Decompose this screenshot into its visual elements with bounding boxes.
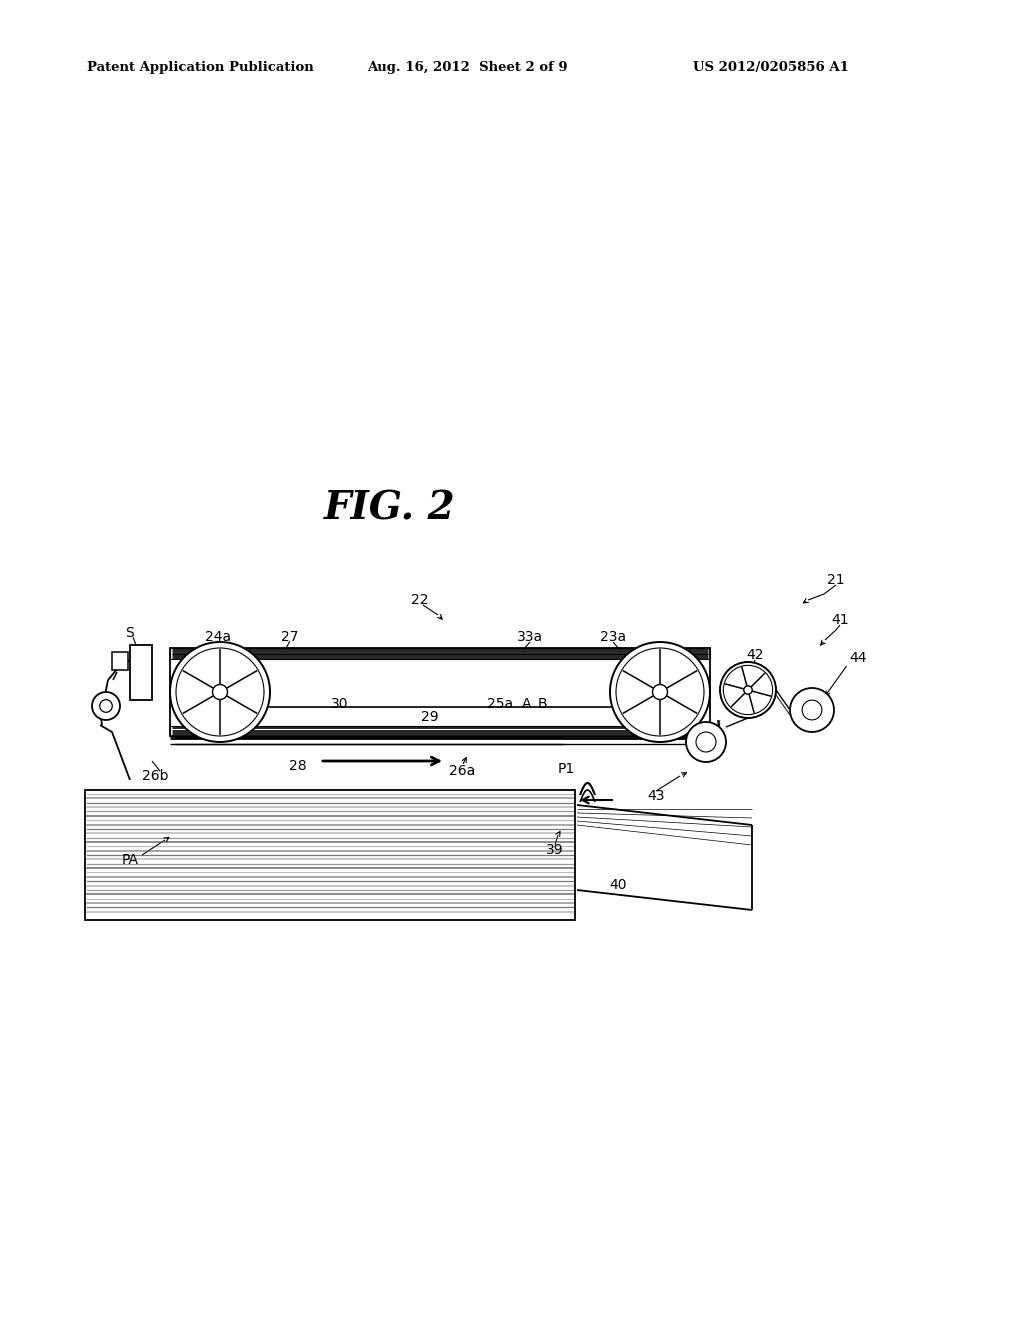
Text: PA: PA (122, 853, 138, 867)
Circle shape (802, 700, 822, 719)
Text: 39: 39 (546, 843, 564, 857)
Text: 26a: 26a (449, 764, 475, 777)
Bar (170, 648, 710, 737)
Text: 30: 30 (331, 697, 349, 711)
Circle shape (790, 688, 834, 733)
Text: B: B (538, 697, 547, 711)
Circle shape (686, 722, 726, 762)
Circle shape (99, 700, 113, 713)
Bar (85, 789, 575, 920)
Circle shape (170, 642, 270, 742)
Text: 40: 40 (609, 878, 627, 892)
Text: Aug. 16, 2012  Sheet 2 of 9: Aug. 16, 2012 Sheet 2 of 9 (367, 62, 567, 74)
Text: P1: P1 (557, 762, 574, 776)
Text: 27: 27 (282, 630, 299, 644)
Circle shape (610, 642, 710, 742)
Text: 44: 44 (849, 651, 866, 665)
Circle shape (92, 692, 120, 719)
Text: 24a: 24a (205, 630, 231, 644)
Circle shape (696, 733, 716, 752)
Text: 33a: 33a (517, 630, 543, 644)
Text: 26b: 26b (141, 770, 168, 783)
Bar (130, 645, 152, 700)
Text: Patent Application Publication: Patent Application Publication (87, 62, 313, 74)
FancyArrowPatch shape (114, 672, 117, 680)
Bar (170, 726, 710, 737)
Text: 41: 41 (831, 612, 849, 627)
Circle shape (720, 663, 776, 718)
Text: US 2012/0205856 A1: US 2012/0205856 A1 (693, 62, 849, 74)
Text: 29: 29 (421, 710, 439, 723)
Text: 23a: 23a (600, 630, 626, 644)
Circle shape (213, 685, 227, 700)
Bar (112, 652, 128, 671)
Text: 21: 21 (827, 573, 845, 587)
Text: 22: 22 (412, 593, 429, 607)
Circle shape (652, 685, 668, 700)
Bar (170, 648, 710, 659)
Text: FIG. 2: FIG. 2 (325, 488, 456, 527)
Text: 42: 42 (746, 648, 764, 663)
Text: 25a: 25a (487, 697, 513, 711)
Text: A: A (522, 697, 531, 711)
Circle shape (743, 686, 753, 694)
Text: 43: 43 (647, 789, 665, 803)
Text: S: S (126, 626, 134, 640)
Text: 28: 28 (289, 759, 307, 774)
